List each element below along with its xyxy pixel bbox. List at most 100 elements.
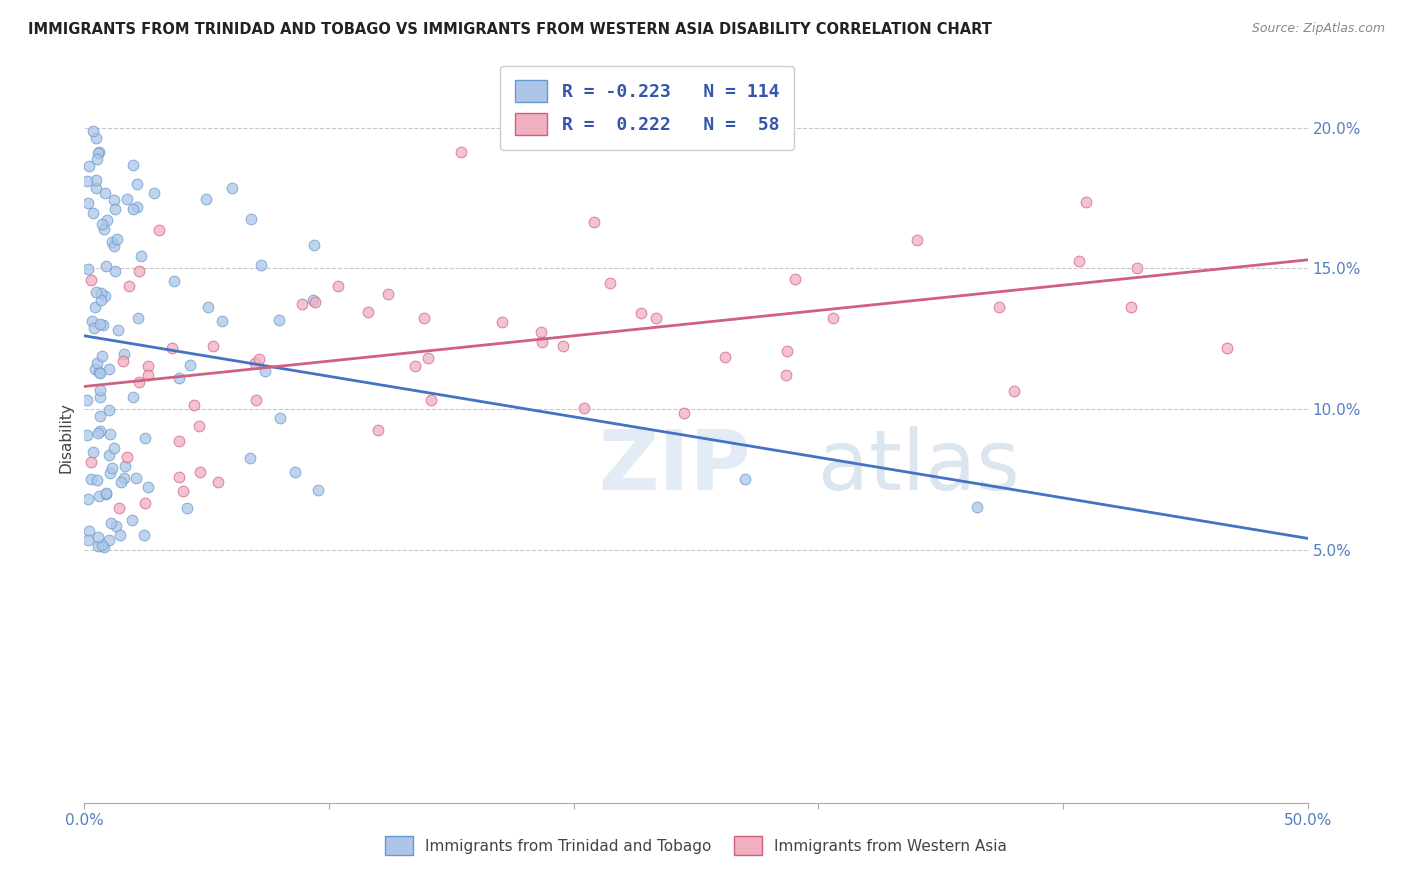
Point (966, 500, 988, 515)
Point (583, 215, 606, 229)
Point (176, 501, 198, 516)
Point (114, 471, 136, 485)
Point (96, 212, 118, 227)
Point (128, 375, 150, 389)
Point (167, 371, 190, 385)
Point (269, 410, 291, 425)
Point (188, 465, 211, 479)
Point (103, 193, 125, 207)
Point (122, 390, 145, 404)
Point (80, 455, 103, 469)
Point (77, 491, 100, 506)
Point (91, 538, 114, 552)
Point (84, 172, 107, 186)
Point (91, 349, 114, 363)
Point (132, 528, 155, 542)
Point (86, 285, 108, 300)
Point (93, 540, 115, 554)
Point (357, 305, 380, 319)
Point (905, 234, 928, 248)
Point (188, 419, 211, 434)
Point (987, 300, 1010, 314)
Y-axis label: Disability: Disability (58, 401, 73, 473)
Point (90, 293, 112, 308)
Point (101, 235, 124, 250)
Point (172, 483, 194, 498)
Point (90, 286, 112, 301)
Point (125, 200, 148, 214)
Point (121, 202, 143, 216)
Point (1216, 341, 1239, 355)
Point (76, 392, 98, 407)
Point (97, 402, 120, 417)
Point (93, 221, 115, 235)
Text: Source: ZipAtlas.com: Source: ZipAtlas.com (1251, 22, 1385, 36)
Point (86, 473, 108, 487)
Point (128, 263, 150, 277)
Point (207, 475, 229, 489)
Point (108, 501, 131, 516)
Point (530, 326, 553, 340)
Point (112, 347, 135, 361)
Point (82, 445, 104, 459)
Point (291, 297, 314, 311)
Point (240, 212, 263, 227)
Text: IMMIGRANTS FROM TRINIDAD AND TOBAGO VS IMMIGRANTS FROM WESTERN ASIA DISABILITY C: IMMIGRANTS FROM TRINIDAD AND TOBAGO VS I… (28, 22, 993, 37)
Point (249, 258, 271, 272)
Point (77, 533, 100, 547)
Point (551, 339, 574, 353)
Point (160, 341, 183, 355)
Point (76, 174, 98, 188)
Point (82, 206, 104, 220)
Point (100, 516, 122, 530)
Point (100, 466, 122, 480)
Point (89, 317, 111, 331)
Point (105, 231, 128, 245)
Point (1074, 194, 1097, 209)
Point (83, 321, 105, 335)
Point (136, 479, 159, 493)
Point (117, 192, 139, 206)
Point (79, 159, 101, 173)
Point (86, 152, 108, 166)
Point (253, 364, 276, 378)
Point (134, 495, 156, 509)
Point (131, 249, 153, 263)
Point (785, 272, 807, 286)
Point (416, 351, 439, 366)
Point (103, 239, 125, 253)
Point (245, 392, 267, 407)
Point (80, 472, 103, 486)
Point (94, 186, 117, 200)
Point (87, 145, 110, 160)
Point (89, 365, 111, 379)
Point (304, 294, 326, 309)
Point (122, 158, 145, 172)
Point (87, 530, 110, 544)
Point (221, 180, 243, 194)
Point (96, 486, 118, 500)
Point (211, 314, 233, 328)
Point (197, 300, 219, 314)
Point (630, 306, 652, 320)
Point (98, 426, 121, 441)
Point (167, 434, 190, 449)
Point (101, 461, 124, 475)
Point (80, 314, 103, 328)
Point (420, 393, 443, 408)
Point (367, 423, 389, 437)
Text: ZIP: ZIP (598, 425, 751, 507)
Point (1067, 254, 1090, 268)
Point (84, 131, 107, 145)
Point (308, 483, 330, 498)
Point (143, 186, 166, 200)
Point (163, 274, 186, 288)
Point (148, 223, 170, 237)
Point (1119, 300, 1142, 314)
Point (89, 390, 111, 404)
Point (267, 313, 290, 327)
Point (76, 428, 98, 442)
Point (247, 351, 270, 366)
Point (112, 354, 135, 368)
Legend: Immigrants from Trinidad and Tobago, Immigrants from Western Asia: Immigrants from Trinidad and Tobago, Imm… (380, 830, 1012, 861)
